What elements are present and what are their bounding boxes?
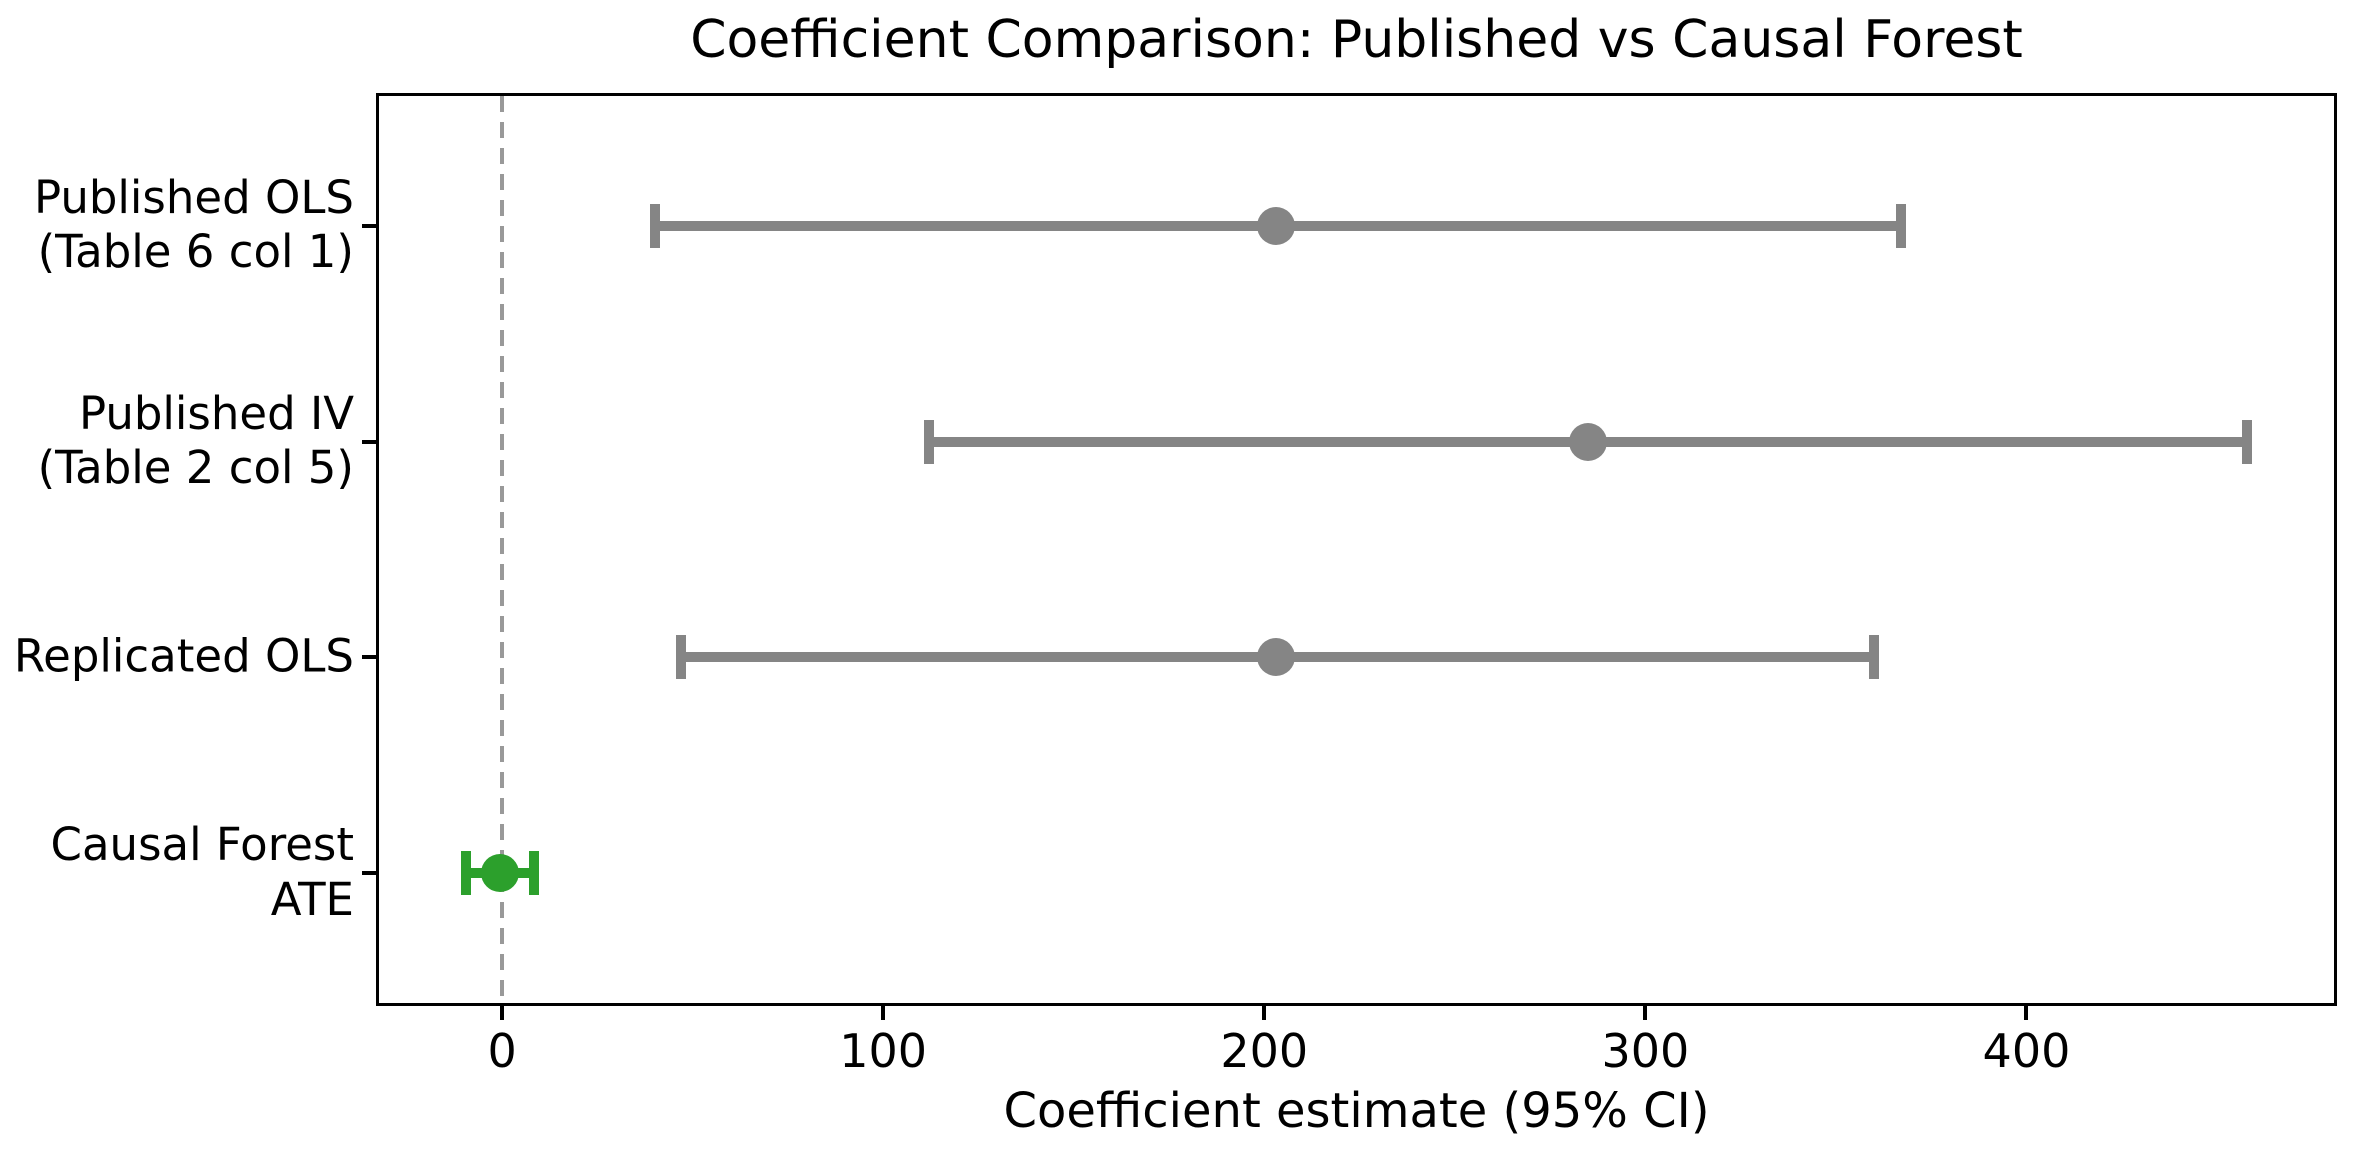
ci-cap-high: [1895, 203, 1906, 248]
x-tick-mark: [1262, 1006, 1267, 1020]
ci-cap-low: [676, 635, 687, 680]
estimate-marker: [1256, 638, 1295, 677]
y-tick-mark: [362, 223, 376, 228]
ci-cap-high: [1869, 635, 1880, 680]
y-tick-mark: [362, 871, 376, 876]
ci-cap-low: [460, 851, 471, 896]
x-tick-mark: [1643, 1006, 1648, 1020]
ci-cap-low: [923, 419, 934, 464]
y-axis-label: Published OLS (Table 6 col 1): [33, 170, 354, 279]
x-tick-label: 300: [1601, 1024, 1690, 1078]
ci-cap-low: [649, 203, 660, 248]
y-axis-label: Causal Forest ATE: [50, 818, 354, 927]
ci-cap-high: [2242, 419, 2253, 464]
y-tick-mark: [362, 439, 376, 444]
estimate-marker: [481, 854, 520, 893]
y-tick-mark: [362, 655, 376, 660]
zero-reference-line: [500, 96, 505, 1003]
x-axis-label: Coefficient estimate (95% CI): [1003, 1083, 1710, 1139]
y-axis-label: Replicated OLS: [13, 630, 354, 684]
ci-cap-high: [529, 851, 540, 896]
estimate-marker: [1256, 206, 1295, 245]
chart-title: Coefficient Comparison: Published vs Cau…: [690, 10, 2023, 70]
plot-area: [376, 93, 2337, 1006]
x-tick-mark: [881, 1006, 886, 1020]
x-tick-mark: [2024, 1006, 2029, 1020]
estimate-marker: [1569, 422, 1608, 461]
x-tick-label: 400: [1982, 1024, 2071, 1078]
y-axis-label: Published IV (Table 2 col 5): [37, 386, 354, 495]
x-tick-mark: [500, 1006, 505, 1020]
x-tick-label: 100: [839, 1024, 928, 1078]
x-tick-label: 200: [1220, 1024, 1309, 1078]
x-tick-label: 0: [487, 1024, 517, 1078]
